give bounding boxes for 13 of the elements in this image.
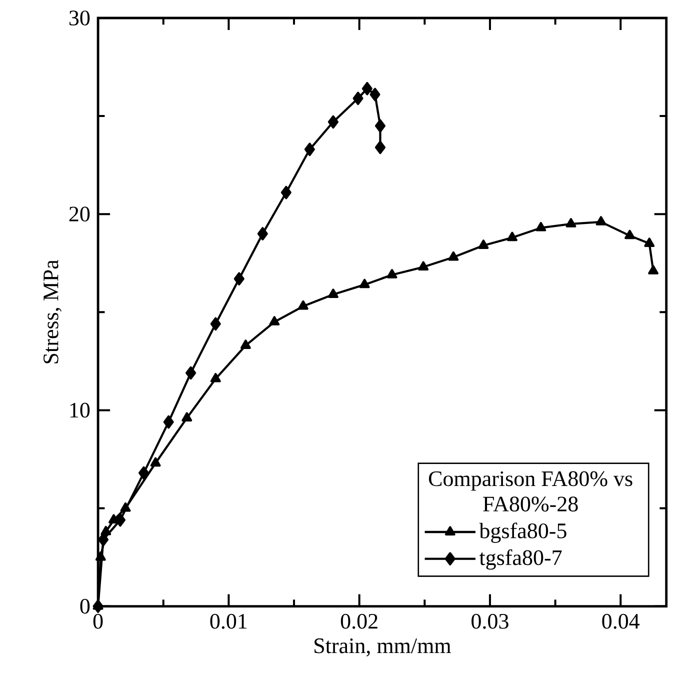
x-tick-label: 0.03	[472, 614, 508, 629]
y-axis-title: Stress, MPa	[44, 260, 62, 364]
x-axis-title: Strain, mm/mm	[314, 638, 451, 656]
y-tick-label: 0	[80, 598, 90, 614]
y-tick-label: 30	[69, 10, 90, 26]
x-tick-label: 0.02	[340, 614, 378, 629]
legend-label: bgsfa80-5	[479, 522, 566, 543]
legend-label: tgsfa80-7	[479, 549, 562, 570]
x-tick-label: 0.01	[210, 614, 247, 629]
y-tick-label: 10	[70, 402, 90, 418]
x-tick-label: 0.04	[602, 614, 640, 629]
y-tick-label: 20	[69, 206, 90, 222]
x-tick-label: 0	[93, 614, 103, 629]
